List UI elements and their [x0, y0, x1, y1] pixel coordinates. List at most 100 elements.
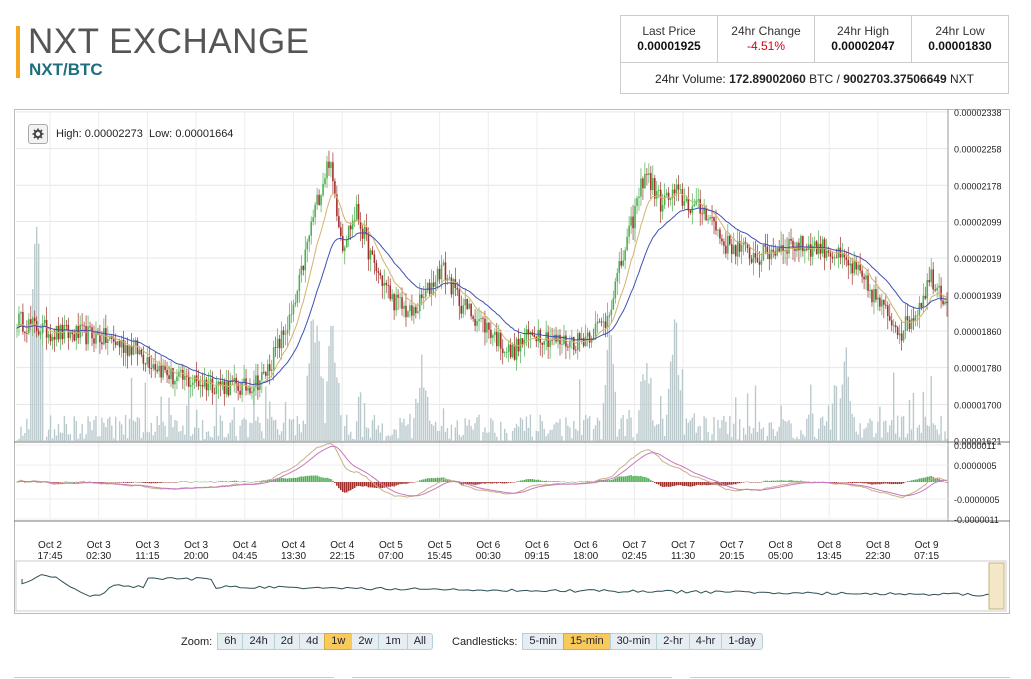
- macd-histogram-bar: [652, 481, 654, 482]
- volume-bar: [243, 417, 245, 441]
- zoom-group: Zoom: 6h 24h 2d 4d 1w 2w 1m All: [181, 633, 433, 650]
- candle-body: [928, 279, 931, 283]
- macd-histogram-bar: [732, 482, 735, 485]
- volume-bar: [600, 439, 603, 441]
- volume-bar: [486, 432, 488, 441]
- volume-bar: [186, 405, 188, 441]
- macd-histogram-bar: [928, 476, 931, 482]
- candle-body: [916, 315, 919, 317]
- candle-2hr-button[interactable]: 2-hr: [656, 633, 690, 650]
- macd-histogram-bar: [438, 477, 441, 482]
- volume-bar: [723, 416, 725, 441]
- candle-body: [543, 340, 545, 345]
- volume-bar: [920, 432, 923, 441]
- navigator-frame: [15, 560, 1007, 612]
- volume-bar: [292, 419, 295, 441]
- volume-bar: [821, 416, 824, 441]
- volume-bar: [140, 437, 143, 441]
- zoom-6h-button[interactable]: 6h: [217, 633, 244, 650]
- macd-histogram-bar: [533, 479, 536, 482]
- macd-histogram-bar: [326, 477, 328, 482]
- candle-30min-button[interactable]: 30-min: [609, 633, 658, 650]
- macd-histogram-bar: [551, 481, 553, 482]
- macd-histogram-bar: [833, 482, 836, 483]
- macd-histogram-bar: [187, 481, 190, 483]
- volume-bar: [671, 354, 674, 441]
- macd-histogram-bar: [596, 480, 599, 482]
- macd-histogram-bar: [128, 482, 131, 483]
- candle-body: [725, 245, 727, 254]
- macd-histogram-bar: [134, 481, 137, 483]
- volume-bar: [462, 435, 464, 441]
- volume-bar: [215, 381, 218, 441]
- zoom-all-button[interactable]: All: [406, 633, 433, 650]
- candle-body: [873, 289, 875, 303]
- volume-bar: [584, 414, 587, 441]
- zoom-2d-button[interactable]: 2d: [273, 633, 301, 650]
- macd-histogram-bar: [351, 482, 354, 490]
- volume-bar: [302, 420, 304, 441]
- candle-body: [140, 349, 143, 355]
- gear-icon[interactable]: [28, 124, 48, 144]
- candle-body: [588, 332, 591, 343]
- candle-body: [865, 275, 867, 280]
- divider-line: [690, 677, 1010, 678]
- macd-histogram-bar: [703, 482, 705, 485]
- candle-body: [134, 340, 137, 346]
- volume-bar: [351, 438, 354, 441]
- volume-bar: [519, 417, 522, 441]
- candle-body: [424, 290, 427, 297]
- candle-1day-button[interactable]: 1-day: [721, 633, 763, 650]
- volume-bar: [656, 424, 658, 441]
- volume-bar: [413, 418, 415, 441]
- zoom-1w-button[interactable]: 1w: [324, 633, 353, 650]
- candle-4hr-button[interactable]: 4-hr: [688, 633, 723, 650]
- macd-histogram-bar: [740, 482, 743, 483]
- volume-bar: [725, 421, 727, 441]
- macd-histogram-bar: [699, 482, 701, 486]
- candle-body: [306, 241, 309, 250]
- volume-bar: [810, 384, 812, 441]
- candle-5min-button[interactable]: 5-min: [522, 633, 564, 650]
- candle-body: [732, 245, 735, 255]
- volume-bar: [381, 423, 383, 441]
- macd-histogram-bar: [365, 482, 368, 487]
- macd-histogram-bar: [426, 478, 429, 482]
- volume-bar: [772, 428, 774, 441]
- macd-histogram-bar: [357, 482, 360, 487]
- zoom-2w-button[interactable]: 2w: [351, 633, 380, 650]
- candle-body: [89, 326, 91, 328]
- volume-bar: [136, 417, 139, 441]
- x-tick-date: Oct 4: [282, 540, 306, 551]
- volume-bar: [172, 427, 174, 441]
- macd-histogram-bar: [375, 482, 378, 489]
- macd-histogram-bar: [559, 481, 561, 482]
- volume-bar: [344, 425, 346, 441]
- zoom-4d-button[interactable]: 4d: [299, 633, 326, 650]
- volume-bar: [916, 427, 919, 441]
- volume-bar: [539, 414, 541, 441]
- volume-bar: [624, 436, 626, 441]
- candle-body: [55, 325, 58, 340]
- candle-15min-button[interactable]: 15-min: [562, 633, 611, 650]
- price-chart[interactable]: 0.00002338 0.00002258 0.00002178 0.00002099…: [14, 108, 1010, 614]
- zoom-24h-button[interactable]: 24h: [242, 633, 275, 650]
- zoom-1m-button[interactable]: 1m: [378, 633, 408, 650]
- volume-bar: [853, 417, 855, 441]
- volume-bar: [310, 320, 312, 441]
- volume-bar: [253, 370, 255, 441]
- chart-svg[interactable]: 0.00002338 0.00002258 0.00002178 0.00002099…: [14, 108, 1010, 614]
- volume-bar: [164, 425, 166, 441]
- macd-histogram-bar: [255, 481, 257, 482]
- macd-histogram-bar: [902, 482, 905, 484]
- macd-histogram-bar: [715, 482, 717, 486]
- candle-body: [505, 351, 508, 353]
- candle-body: [940, 285, 942, 301]
- volume-bar: [95, 415, 97, 441]
- volume-bar: [45, 436, 48, 441]
- candle-body: [640, 178, 642, 197]
- macd-histogram-bar: [298, 476, 301, 482]
- candle-body: [835, 257, 838, 259]
- volume-bar: [579, 379, 581, 441]
- macd-histogram-bar: [580, 481, 583, 482]
